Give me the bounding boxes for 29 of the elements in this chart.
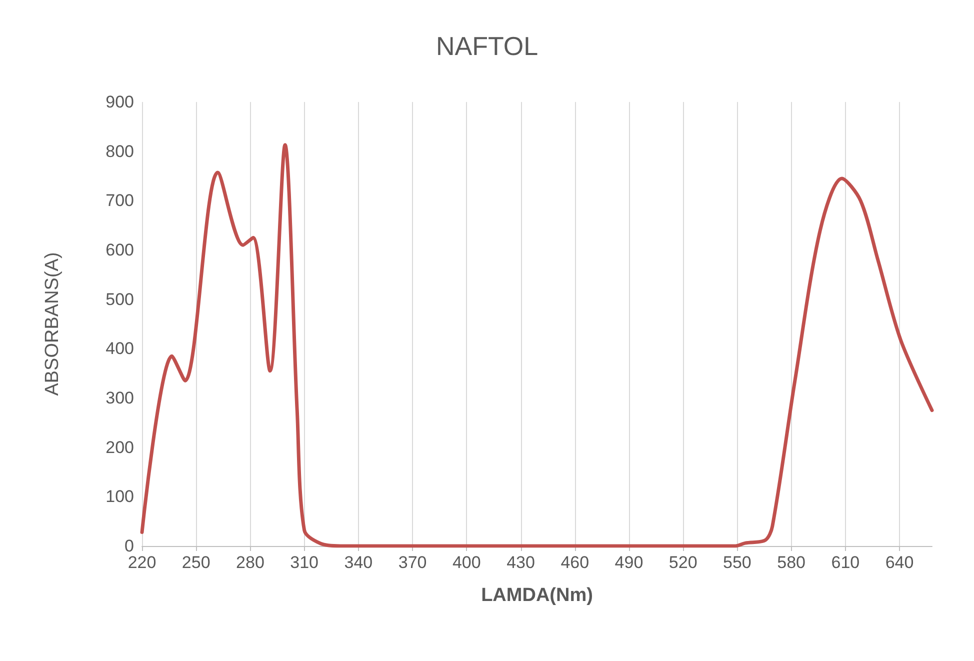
x-tick-label: 610 [831, 553, 860, 572]
y-tick-label: 300 [106, 388, 134, 408]
y-tick-label: 600 [106, 240, 134, 260]
y-tick-label: 800 [106, 142, 134, 161]
line-series [140, 143, 934, 548]
chart-title: NAFTOL [436, 31, 538, 61]
y-tick-label: 700 [106, 191, 134, 210]
x-tick-label: 490 [614, 553, 644, 572]
y-tick-label: 400 [106, 339, 134, 358]
x-tick-label: 520 [668, 553, 698, 572]
x-axis-title: LAMDA(Nm) [481, 585, 593, 606]
y-axis-title: ABSORBANS(A) [42, 252, 63, 396]
y-tick-label: 0 [124, 536, 134, 556]
x-tick-label: 580 [777, 553, 806, 572]
x-tick-label: 310 [290, 553, 319, 572]
x-tick-label: 430 [506, 553, 535, 572]
y-tick-label: 200 [106, 438, 134, 457]
x-tick-label: 280 [236, 553, 264, 572]
y-tick-label: 900 [106, 92, 134, 112]
x-tick-label: 400 [452, 553, 481, 572]
x-tick-label: 640 [885, 553, 914, 572]
x-tick-label: 460 [560, 553, 590, 572]
y-tick-label: 100 [106, 487, 134, 506]
x-tick-label: 550 [723, 553, 752, 572]
x-tick-label: 220 [128, 553, 156, 572]
y-tick-label: 500 [106, 290, 134, 309]
x-tick-label: 340 [344, 553, 373, 572]
x-tick-label: 250 [182, 553, 210, 572]
x-tick-label: 370 [398, 553, 427, 572]
